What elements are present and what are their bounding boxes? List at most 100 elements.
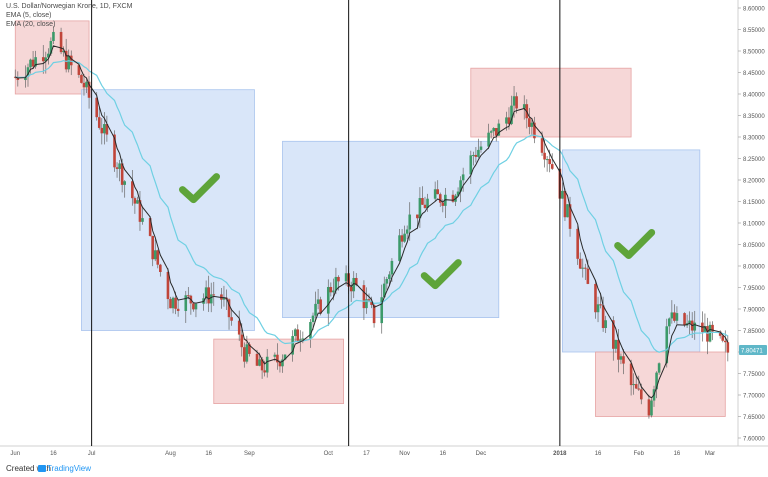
- x-tick-label-13: Feb: [634, 451, 645, 457]
- candle-body: [390, 260, 394, 275]
- candle-body: [176, 308, 180, 311]
- candle-body: [540, 138, 544, 153]
- candle-body: [245, 344, 249, 362]
- candle-body: [227, 299, 231, 318]
- candle-body: [622, 356, 625, 364]
- candle-body: [24, 76, 27, 81]
- x-tick-label-5: Sep: [244, 451, 255, 457]
- candle-body: [311, 315, 315, 323]
- checkmark-icon-0: [178, 173, 220, 204]
- candle-body: [184, 295, 188, 311]
- candle-body: [372, 304, 376, 324]
- candle-body: [418, 198, 422, 219]
- candle-body: [174, 297, 177, 309]
- candle-body: [171, 297, 175, 309]
- candle-body: [426, 198, 429, 208]
- candle-body: [151, 235, 154, 260]
- x-tick-label-1: 16: [50, 451, 57, 457]
- candle-body: [319, 299, 322, 314]
- ema20-legend: EMA (20, close): [6, 21, 56, 28]
- candle-body: [34, 57, 37, 67]
- candle-body: [237, 320, 241, 335]
- candle-body: [209, 294, 213, 304]
- candle-body: [703, 326, 707, 333]
- y-tick-label-6: 8.30000: [743, 136, 765, 142]
- candle-body: [438, 194, 442, 203]
- last-price-badge: [739, 344, 767, 355]
- candle-body: [472, 154, 475, 156]
- x-tick-label-8: Nov: [399, 451, 410, 457]
- candle-body: [291, 336, 294, 355]
- candle-body: [187, 295, 190, 297]
- candle-body: [273, 354, 277, 357]
- candle-body: [207, 287, 210, 304]
- candle-body: [123, 181, 126, 185]
- candle-body: [436, 189, 440, 195]
- price-axis-panel: [738, 0, 768, 460]
- candle-body: [255, 353, 259, 366]
- candle-body: [240, 334, 244, 348]
- checkmark-icon-2: [614, 229, 656, 259]
- candle-body: [120, 163, 124, 185]
- candle-body: [505, 117, 508, 124]
- candle-body: [385, 278, 389, 284]
- candle-body: [222, 297, 226, 300]
- footer: Created with TradingView: [0, 460, 768, 477]
- x-tick-label-7: 17: [363, 451, 370, 457]
- y-tick-label-2: 8.50000: [743, 50, 765, 56]
- x-tick-label-14: 16: [674, 451, 681, 457]
- candle-body: [103, 124, 106, 134]
- candle-body: [95, 97, 99, 118]
- candle-body: [723, 340, 727, 343]
- candle-body: [507, 117, 511, 125]
- candle-body: [309, 322, 312, 339]
- zone-sell-4: [470, 67, 632, 138]
- candle-body: [62, 50, 65, 53]
- candle-body: [80, 74, 83, 83]
- candle-body: [31, 59, 35, 67]
- candle-body: [337, 276, 340, 282]
- candle-body: [708, 324, 712, 342]
- candle-body: [382, 283, 386, 298]
- y-tick-label-5: 8.35000: [743, 114, 765, 120]
- zone-buy-2: [213, 338, 344, 405]
- candle-body: [706, 326, 709, 342]
- candle-body: [136, 200, 139, 204]
- candle-body: [456, 191, 460, 196]
- x-tick-label-15: Mar: [705, 451, 715, 457]
- candle-body: [105, 124, 109, 135]
- x-tick-label-6: Oct: [324, 451, 334, 457]
- y-tick-label-18: 7.70000: [743, 394, 765, 400]
- candle-body: [138, 200, 142, 222]
- candle-body: [477, 149, 480, 157]
- y-tick-label-12: 8.00000: [743, 265, 765, 271]
- candle-body: [52, 31, 55, 41]
- candle-body: [69, 55, 73, 66]
- tradingview-logo-icon: [38, 465, 46, 472]
- candle-body: [133, 198, 137, 204]
- candle-body: [169, 299, 172, 309]
- candle-body: [655, 372, 658, 390]
- candle-body: [510, 105, 513, 125]
- candle-body: [362, 285, 366, 309]
- candle-body: [82, 82, 86, 88]
- candle-body: [530, 122, 534, 127]
- candle-body: [365, 299, 368, 309]
- price-chart[interactable]: 8.60000 8.55000 8.50000 8.45000 8.40000 8.350…: [0, 0, 768, 460]
- y-tick-label-13: 7.95000: [743, 286, 765, 292]
- candle-body: [118, 163, 121, 169]
- candle-body: [326, 286, 330, 314]
- y-tick-label-15: 7.85000: [743, 329, 765, 335]
- candle-body: [398, 235, 401, 261]
- candle-body: [87, 81, 91, 98]
- candle-body: [673, 312, 676, 321]
- candle-body: [301, 338, 305, 340]
- candle-body: [515, 96, 518, 109]
- candle-body: [726, 342, 730, 353]
- candle-body: [278, 362, 282, 367]
- zone-buy-6: [595, 351, 726, 417]
- created-with-label: Created with: [6, 464, 51, 473]
- candle-body: [619, 356, 623, 360]
- tradingview-link[interactable]: TradingView: [47, 464, 92, 473]
